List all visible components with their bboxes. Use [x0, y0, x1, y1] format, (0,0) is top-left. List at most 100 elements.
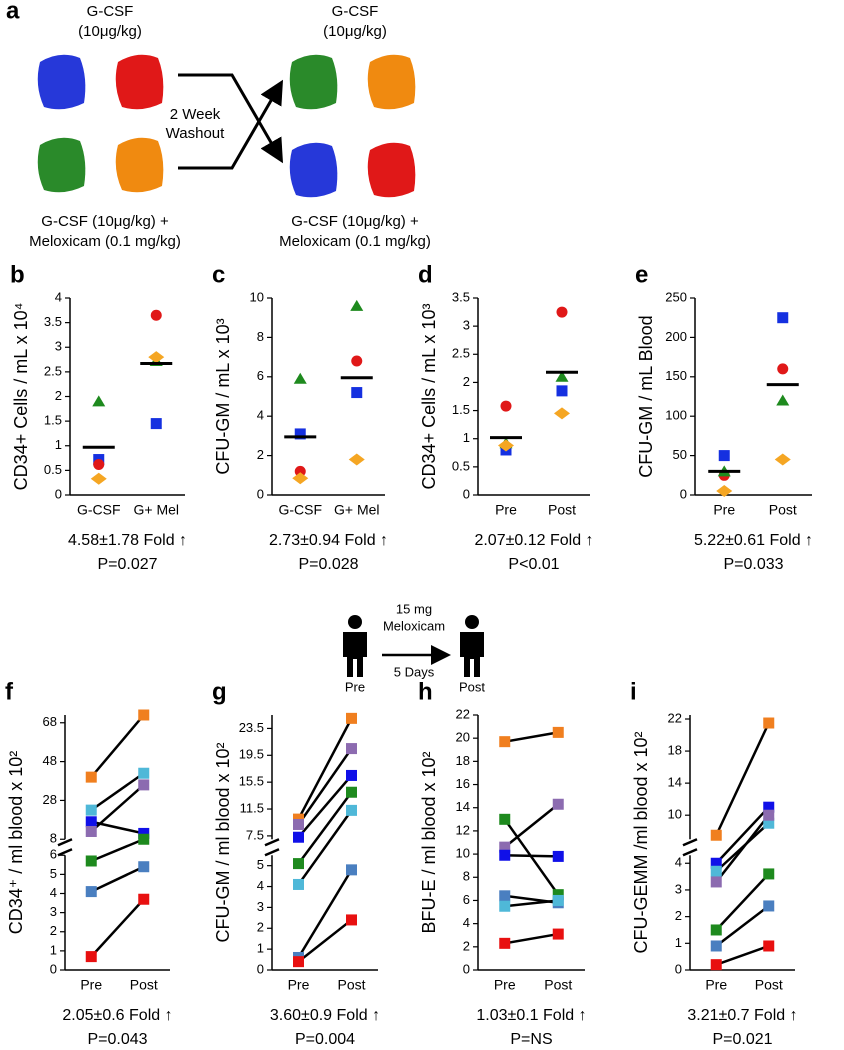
data-point: [710, 959, 722, 971]
data-point: [710, 940, 722, 952]
mouse: [367, 54, 416, 110]
data-point: [138, 767, 150, 779]
data-point: [499, 890, 511, 902]
data-point: [716, 485, 733, 498]
data-point: [763, 717, 775, 729]
person: [460, 615, 484, 677]
paired-line: [90, 714, 145, 778]
y-tick-label: 5: [50, 866, 57, 881]
y-tick-label: 200: [665, 329, 687, 344]
data-point: [346, 743, 357, 755]
paired-line: [297, 809, 353, 886]
data-point: [552, 726, 564, 738]
paired-line: [504, 899, 559, 908]
y-tick-label: 3: [675, 881, 682, 896]
y-tick-label: 20: [456, 730, 470, 745]
paired-line: [715, 814, 770, 883]
data-point: [718, 450, 730, 462]
data-point: [710, 924, 722, 936]
y-tick-label: 14: [668, 775, 682, 790]
panel-letter: c: [212, 261, 225, 288]
data-point: [763, 801, 775, 813]
p-value: P=0.043: [87, 1031, 147, 1048]
y-tick-label: 68: [43, 714, 57, 729]
p-value: P=0.004: [295, 1031, 355, 1048]
mouse: [115, 137, 164, 193]
data-point: [554, 407, 570, 420]
y-axis-title: CD34⁺ / ml blood x 10²: [6, 751, 26, 935]
y-axis-title: CFU-GM / mL x 10³: [213, 318, 233, 474]
arrow: [178, 79, 284, 170]
y-tick-label: 4: [50, 885, 57, 900]
axis-break: [682, 848, 698, 857]
p-value: P=0.028: [298, 556, 358, 573]
fold-change: 3.21±0.7 Fold ↑: [687, 1007, 797, 1024]
data-point: [555, 370, 569, 382]
data-point: [556, 385, 568, 397]
y-axis-title: CD34+ Cells / mL x 10³: [419, 304, 439, 490]
y-tick-label: 16: [456, 776, 470, 791]
data-point: [346, 864, 357, 876]
arrow: [178, 73, 284, 164]
y-tick-label: 18: [456, 753, 470, 768]
y-tick-label: 0.5: [452, 458, 470, 473]
data-point: [293, 831, 304, 843]
y-tick-label: 2.5: [452, 346, 470, 361]
paired-line: [297, 747, 353, 826]
data-point: [777, 312, 789, 324]
y-tick-label: 0: [463, 486, 470, 501]
data-point: [777, 363, 789, 375]
y-tick-label: 0: [463, 961, 470, 976]
y-tick-label: 4: [463, 915, 470, 930]
fold-change: 2.07±0.12 Fold ↑: [474, 532, 593, 549]
data-point: [85, 825, 97, 837]
crossover-arrows: [178, 73, 284, 170]
x-tick-label: Post: [755, 977, 783, 993]
y-tick-label: 0: [257, 486, 264, 501]
x-tick-label: Post: [544, 977, 572, 993]
data-point: [763, 940, 775, 952]
panel-letter: f: [5, 678, 14, 705]
y-tick-label: 2: [257, 447, 264, 462]
y-tick-label: 0: [50, 961, 57, 976]
y-tick-label: 2: [50, 923, 57, 938]
p-value: P=0.027: [97, 556, 157, 573]
p-value: P=NS: [510, 1031, 552, 1048]
data-point: [85, 886, 97, 898]
x-tick-label: Pre: [80, 977, 102, 993]
mouse: [289, 142, 338, 198]
data-point: [500, 400, 512, 412]
data-point: [85, 771, 97, 783]
y-tick-label: 1: [257, 941, 264, 956]
data-point: [774, 453, 791, 466]
y-tick-label: 11.5: [240, 800, 264, 815]
fold-change: 1.03±0.1 Fold ↑: [476, 1007, 586, 1024]
y-tick-label: 3: [257, 899, 264, 914]
fold-change: 4.58±1.78 Fold ↑: [68, 532, 187, 549]
data-point: [294, 428, 306, 440]
washout-label: Washout: [166, 125, 225, 142]
y-tick-label: 3: [463, 318, 470, 333]
data-point: [763, 817, 775, 829]
y-tick-label: 4: [675, 855, 682, 870]
data-point: [346, 769, 357, 781]
y-tick-label: 0: [257, 961, 264, 976]
y-tick-label: 1: [50, 942, 57, 957]
x-tick-label: Post: [548, 502, 576, 518]
y-tick-label: 150: [665, 368, 687, 383]
y-tick-label: 2: [675, 908, 682, 923]
data-point: [351, 387, 363, 399]
x-tick-label: G+ Mel: [334, 502, 380, 518]
group-label: G-CSF (10μg/kg) +: [291, 213, 419, 230]
y-tick-label: 15.5: [239, 774, 264, 789]
axis-break: [57, 838, 73, 847]
data-point: [293, 858, 304, 870]
data-point: [346, 786, 357, 798]
y-tick-label: 0: [675, 961, 682, 976]
paired-line: [90, 898, 145, 958]
paired-line: [715, 944, 770, 966]
data-point: [294, 465, 306, 477]
data-point: [90, 472, 107, 485]
dose-label: Meloxicam: [383, 618, 445, 633]
data-point: [85, 855, 97, 867]
